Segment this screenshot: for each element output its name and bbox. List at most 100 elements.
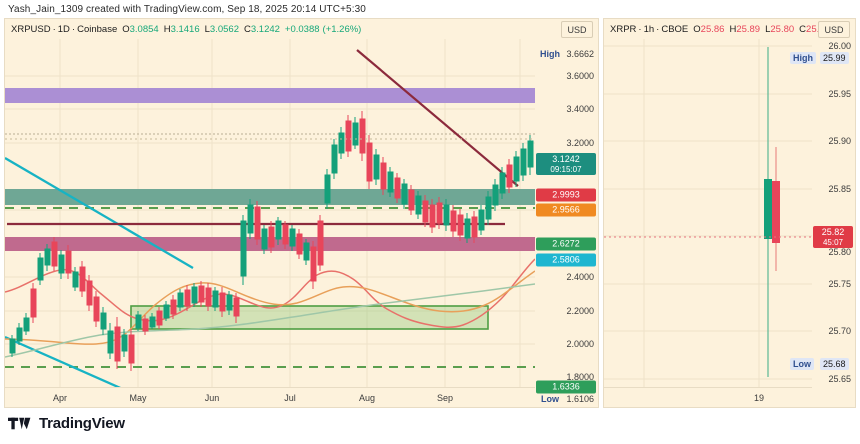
right-last-price-label: 25.82 45:07: [813, 226, 853, 248]
left-close-key: C: [243, 23, 251, 35]
ma-mid-line: [5, 270, 535, 345]
right-countdown: 45:07: [822, 238, 844, 247]
right-open-value: 25.86: [700, 23, 725, 35]
down-candles: [30, 111, 513, 371]
left-high-key: H: [163, 23, 171, 35]
left-ohlc-low: L3.0562: [205, 24, 239, 35]
left-time-scale[interactable]: Apr May Jun Jul Aug Sep: [5, 387, 535, 407]
left-price-tick: 3.2000: [566, 138, 594, 148]
tradingview-wordmark: TradingView: [39, 415, 125, 432]
tradingview-logo-icon: [8, 417, 31, 430]
upper-cyan-channel: [5, 157, 194, 269]
left-low-marker-value: 1.6106: [566, 394, 594, 404]
left-ohlc-close: C3.1242: [244, 24, 280, 35]
right-chart-pane[interactable]: XRPR · 1h · CBOE O25.86 H25.89 L25.80 C2…: [603, 18, 856, 408]
left-price-tick: 3.4000: [566, 104, 594, 114]
left-sell-price-label: 2.9993: [536, 188, 596, 202]
right-low-marker-value: 25.68: [820, 358, 849, 370]
footer-branding: TradingView: [8, 415, 125, 432]
right-high-marker-value: 25.99: [820, 52, 849, 64]
left-chart-pane[interactable]: XRPUSD · 1D · Coinbase O3.0854 H3.1416 L…: [4, 18, 599, 408]
left-last-price-value: 3.1242: [552, 154, 580, 164]
attribution-text: Yash_Jain_1309 created with TradingView.…: [8, 4, 366, 15]
right-ohlc-open: O25.86: [693, 24, 724, 35]
left-price-tick: 2.4000: [566, 272, 594, 282]
left-currency-button[interactable]: USD: [561, 21, 593, 38]
left-cyan-level-label: 2.5806: [536, 253, 596, 267]
left-candlesticks: [9, 111, 534, 371]
left-time-tick: Apr: [52, 393, 68, 403]
left-time-tick: Sep: [436, 393, 454, 403]
left-low-marker-label: Low: [541, 394, 559, 404]
left-ohlc-high: H3.1416: [164, 24, 200, 35]
left-high-value: 3.1416: [170, 23, 200, 35]
teal-support-zone: [5, 189, 535, 205]
right-vertical-gridlines: [643, 39, 760, 387]
left-chart-legend[interactable]: XRPUSD · 1D · Coinbase O3.0854 H3.1416 L…: [5, 19, 598, 39]
right-symbol[interactable]: XRPR: [610, 23, 637, 35]
left-price-tick: 2.2000: [566, 306, 594, 316]
right-last-price-value: 25.82: [821, 227, 845, 237]
left-price-tick: 1.8000: [566, 372, 594, 382]
left-price-tick: 3.6000: [566, 71, 594, 81]
left-change-percent: (+1.26%): [322, 23, 362, 35]
right-price-tick: 25.75: [828, 279, 851, 289]
left-change: +0.0388: [284, 23, 320, 35]
right-price-tick: 25.95: [828, 89, 851, 99]
right-ohlc-low: L25.80: [765, 24, 794, 35]
left-open-key: O: [122, 23, 130, 35]
right-low-marker-label: Low: [790, 358, 814, 370]
right-plot-area[interactable]: [604, 39, 812, 387]
left-symbol[interactable]: XRPUSD: [11, 23, 51, 35]
left-last-price-label: 3.1242 09:15:07: [536, 153, 596, 175]
left-open-value: 3.0854: [129, 23, 159, 35]
right-price-tick: 25.70: [828, 326, 851, 336]
descending-resistance-trendline: [356, 49, 519, 187]
right-exchange[interactable]: CBOE: [661, 23, 689, 35]
left-interval[interactable]: 1D: [57, 23, 70, 35]
right-plot-background: [604, 39, 812, 387]
right-low-value: 25.80: [770, 23, 795, 35]
left-low-value: 3.0562: [209, 23, 239, 35]
left-price-tick: 2.0000: [566, 339, 594, 349]
left-close-value: 3.1242: [250, 23, 280, 35]
left-time-tick: May: [129, 393, 147, 403]
lower-cyan-channel: [5, 335, 121, 387]
left-high-marker-value: 3.6662: [566, 49, 594, 59]
right-price-tick: 25.80: [828, 247, 851, 257]
right-price-tick: 25.85: [828, 184, 851, 194]
right-time-scale[interactable]: 19: [604, 387, 812, 407]
right-price-scale[interactable]: 26.00 25.95 25.90 25.85 25.80 25.75 25.7…: [790, 39, 855, 387]
left-ohlc-open: O3.0854: [122, 24, 158, 35]
right-high-marker-label: High: [790, 52, 816, 64]
left-buy-price-label: 2.9566: [536, 203, 596, 217]
right-price-tick: 25.65: [828, 374, 851, 384]
purple-resistance-zone: [5, 88, 535, 103]
right-close-key: C: [799, 23, 807, 35]
right-sep-1: ·: [638, 23, 642, 35]
left-high-marker-label: High: [540, 49, 560, 59]
left-plot-area[interactable]: [5, 39, 535, 387]
green-accumulation-box: [130, 305, 489, 330]
right-currency-button[interactable]: USD: [818, 21, 850, 38]
left-chart-svg: [5, 39, 535, 387]
left-price-scale[interactable]: 3.6000 3.4000 3.2000 2.8000 2.4000 2.200…: [535, 39, 598, 404]
left-countdown: 09:15:07: [550, 165, 582, 174]
left-time-tick: Jun: [204, 393, 220, 403]
right-down-candle-body: [772, 181, 780, 243]
up-candles: [9, 117, 534, 359]
left-exchange[interactable]: Coinbase: [77, 23, 118, 35]
left-low-key: L: [204, 23, 210, 35]
right-ohlc-high: H25.89: [729, 24, 760, 35]
right-sep-2: ·: [656, 23, 660, 35]
right-interval[interactable]: 1h: [643, 23, 655, 35]
left-sep-2: ·: [71, 23, 76, 35]
right-time-tick: 19: [753, 393, 765, 403]
left-time-tick: Jul: [284, 393, 296, 403]
ma-slow-line: [5, 283, 535, 358]
right-high-key: H: [729, 23, 737, 35]
left-green-level-1-label: 2.6272: [536, 237, 596, 251]
left-sep-1: ·: [52, 23, 56, 35]
right-candlesticks: [764, 47, 780, 377]
